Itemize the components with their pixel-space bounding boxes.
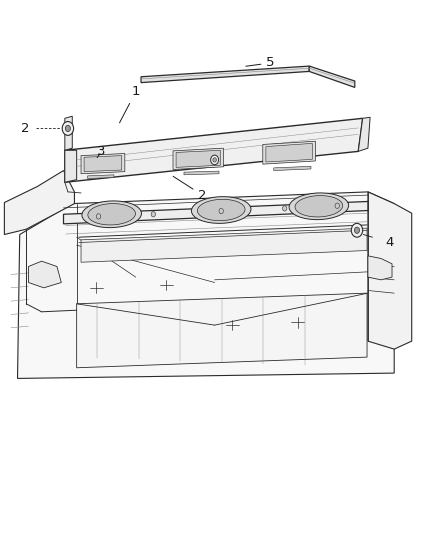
- Ellipse shape: [295, 196, 343, 217]
- Ellipse shape: [82, 201, 141, 228]
- Circle shape: [219, 208, 223, 214]
- Circle shape: [96, 214, 101, 219]
- Ellipse shape: [198, 199, 245, 221]
- Polygon shape: [28, 261, 61, 288]
- Polygon shape: [81, 228, 367, 262]
- Ellipse shape: [191, 197, 251, 223]
- Polygon shape: [65, 118, 363, 182]
- Polygon shape: [84, 156, 122, 172]
- Ellipse shape: [289, 193, 349, 220]
- Circle shape: [65, 125, 71, 132]
- Polygon shape: [141, 66, 309, 83]
- Circle shape: [151, 212, 155, 217]
- Circle shape: [213, 158, 216, 162]
- Polygon shape: [18, 192, 394, 378]
- Polygon shape: [358, 117, 370, 151]
- Polygon shape: [309, 66, 355, 87]
- Polygon shape: [176, 150, 220, 167]
- Polygon shape: [64, 201, 368, 224]
- Text: 2: 2: [21, 122, 30, 135]
- Polygon shape: [173, 148, 223, 169]
- Polygon shape: [266, 143, 312, 162]
- Ellipse shape: [88, 204, 135, 225]
- Text: 1: 1: [120, 85, 140, 123]
- Polygon shape: [368, 192, 412, 349]
- Text: 3: 3: [97, 145, 106, 158]
- Polygon shape: [65, 116, 72, 150]
- Circle shape: [354, 227, 360, 233]
- Circle shape: [335, 203, 339, 208]
- Polygon shape: [184, 171, 219, 175]
- Text: 2: 2: [173, 176, 207, 201]
- Polygon shape: [274, 166, 311, 171]
- Text: 5: 5: [246, 56, 275, 69]
- Circle shape: [351, 223, 363, 237]
- Polygon shape: [88, 175, 114, 179]
- Polygon shape: [263, 141, 315, 164]
- Polygon shape: [65, 150, 77, 182]
- Circle shape: [62, 122, 74, 135]
- Polygon shape: [77, 293, 367, 368]
- Text: 4: 4: [385, 236, 394, 249]
- Polygon shape: [4, 171, 74, 235]
- Polygon shape: [81, 154, 125, 174]
- Polygon shape: [368, 256, 392, 280]
- Circle shape: [283, 206, 287, 211]
- Circle shape: [211, 155, 219, 165]
